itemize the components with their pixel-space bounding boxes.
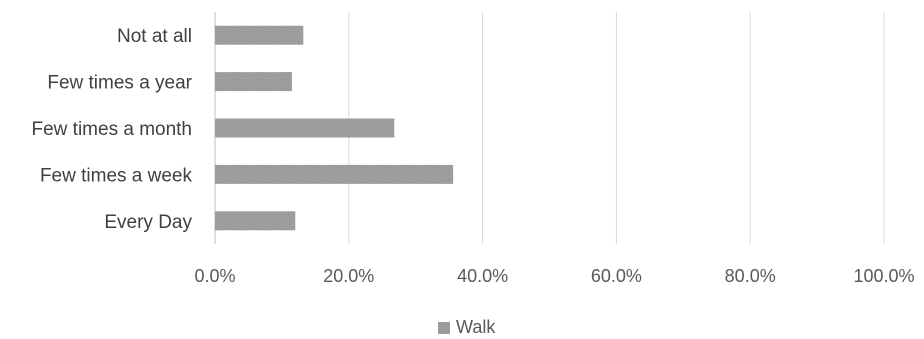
category-label: Every Day [104,212,192,233]
x-tick-label: 20.0% [323,266,374,286]
bars [215,25,454,231]
x-tick-labels: 0.0% 20.0% 40.0% 60.0% 80.0% 100.0% [194,266,914,286]
bar [215,25,304,45]
gridlines [214,12,885,244]
bar [215,164,454,184]
bar [215,118,395,138]
category-label: Few times a month [32,119,193,140]
legend-label-walk: Walk [456,317,496,337]
x-tick-label: 60.0% [591,266,642,286]
bar [215,211,296,231]
category-label: Few times a year [47,73,192,94]
category-label: Not at all [117,26,192,47]
x-tick-label: 40.0% [457,266,508,286]
category-label: Few times a week [40,165,193,186]
bar [215,72,292,92]
category-labels: Not at all Few times a year Few times a mo… [32,26,193,233]
legend: Walk [438,317,496,337]
x-tick-label: 80.0% [725,266,776,286]
legend-swatch-walk [438,322,450,334]
x-tick-label: 0.0% [194,266,235,286]
x-tick-label: 100.0% [853,266,914,286]
